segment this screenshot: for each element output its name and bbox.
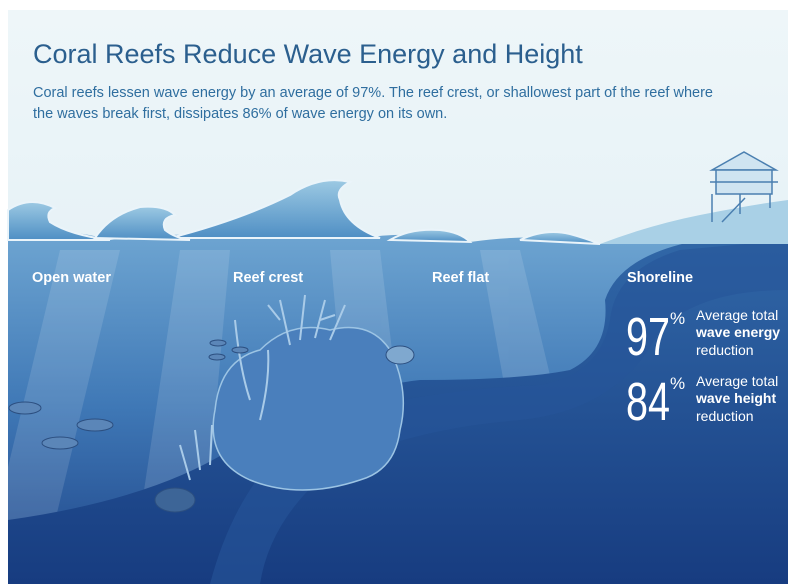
coral <box>179 294 346 481</box>
stat-label: Average total <box>696 307 778 323</box>
waves <box>7 179 601 245</box>
zone-label: Reef flat <box>432 270 489 286</box>
zone-label: Shoreline <box>627 270 693 286</box>
stat-label: wave height <box>695 390 776 406</box>
reef-flat <box>210 240 788 584</box>
stat-label: wave energy <box>695 324 780 340</box>
stat-unit: % <box>670 374 685 393</box>
zone-label: Open water <box>32 270 111 286</box>
fish <box>8 339 415 513</box>
stat-label: reduction <box>696 342 754 358</box>
stat-number: 97 <box>626 307 670 367</box>
reef-crest-rock <box>212 326 405 491</box>
zone-label: Reef crest <box>233 270 303 286</box>
subtitle: Coral reefs lessen wave energy by an ave… <box>33 85 713 101</box>
house <box>709 151 779 223</box>
stat-unit: % <box>670 309 685 328</box>
stat-label: Average total <box>696 373 778 389</box>
shore-hill <box>600 200 788 244</box>
subtitle: the waves break first, dissipates 86% of… <box>33 106 447 122</box>
stat-number: 84 <box>626 372 670 432</box>
stat-label: reduction <box>696 408 754 424</box>
title: Coral Reefs Reduce Wave Energy and Heigh… <box>33 39 583 69</box>
